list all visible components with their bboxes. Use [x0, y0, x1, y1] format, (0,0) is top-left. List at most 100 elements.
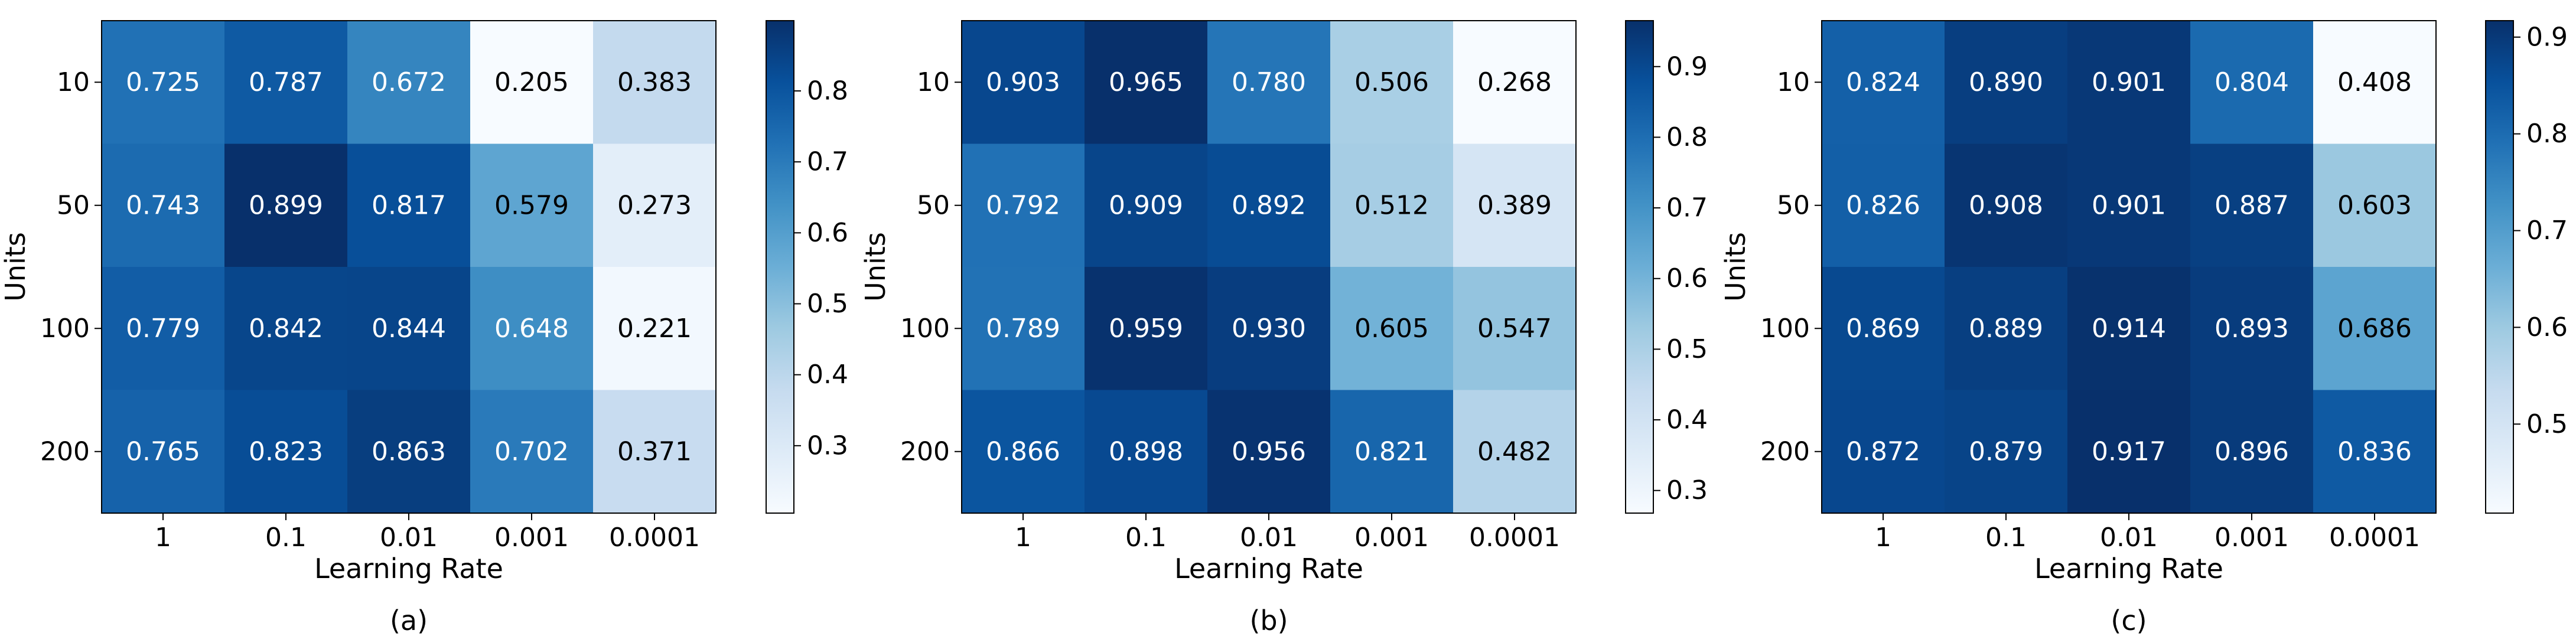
- cell-value-label: 0.787: [249, 67, 323, 97]
- panel-caption: (a): [390, 605, 428, 637]
- heatmap-cell: [1453, 390, 1577, 514]
- x-tick-label: 0.0001: [609, 523, 700, 553]
- cell-value-label: 0.648: [494, 314, 569, 344]
- heatmap-panel: 0.903 0.965 0.780 0.506 0.268 0.792 0.909 0.892…: [859, 20, 1708, 637]
- cell-value-label: 0.889: [1969, 314, 2043, 344]
- y-axis-label: Units: [1719, 232, 1751, 302]
- heatmap-cell: [1085, 21, 1208, 145]
- colorbar-tick-label: 0.7: [1666, 193, 1708, 223]
- colorbar-tick-label: 0.9: [2526, 22, 2568, 52]
- heatmap-cell: [593, 390, 717, 514]
- heatmap-cell: [102, 390, 225, 514]
- x-tick-label: 0.001: [2214, 523, 2289, 553]
- colorbar-frame: [1625, 20, 1654, 514]
- cell-value-label: 0.908: [1969, 190, 2043, 220]
- cell-value-label: 0.898: [1109, 436, 1183, 466]
- y-tick-label: 200: [1760, 436, 1810, 466]
- cell-value-label: 0.383: [617, 67, 692, 97]
- colorbar-gradient: [2486, 21, 2513, 513]
- heatmap-cell: [470, 267, 594, 391]
- colorbar-tick-label: 0.5: [1666, 334, 1708, 364]
- x-axis-label: Learning Rate: [314, 553, 503, 585]
- heatmap-cell: [1945, 21, 2068, 145]
- heatmap-cell: [1822, 390, 1945, 514]
- colorbar-tick-label: 0.3: [807, 430, 848, 461]
- cell-value-label: 0.512: [1354, 190, 1429, 220]
- colorbar-tick-label: 0.8: [1666, 122, 1708, 152]
- heatmap-cell: [1330, 21, 1454, 145]
- panel-caption: (c): [2111, 605, 2147, 637]
- cell-value-label: 0.890: [1969, 67, 2043, 97]
- heatmap-cell: [224, 21, 348, 145]
- heatmap-cell: [1207, 390, 1331, 514]
- y-tick-label: 10: [57, 67, 90, 97]
- colorbar-tick-label: 0.6: [1666, 263, 1708, 293]
- cell-value-label: 0.826: [1846, 190, 1920, 220]
- heatmap-cell: [2313, 267, 2437, 391]
- y-tick-label: 100: [40, 314, 90, 344]
- heatmap-cell: [1085, 267, 1208, 391]
- cell-value-label: 0.909: [1109, 190, 1183, 220]
- cell-value-label: 0.914: [2092, 314, 2166, 344]
- colorbar-tick-label: 0.3: [1666, 475, 1708, 505]
- colorbar-gradient: [766, 21, 794, 513]
- y-tick-label: 100: [1760, 314, 1810, 344]
- heatmap-cell: [962, 143, 1085, 267]
- x-tick-label: 0.001: [494, 523, 569, 553]
- heatmap-cell: [593, 143, 717, 267]
- heatmap-cell: [1330, 390, 1454, 514]
- x-tick-label: 0.01: [1240, 523, 1298, 553]
- heatmap-cell: [2313, 21, 2437, 145]
- y-tick-label: 50: [1777, 190, 1810, 220]
- heatmap-cell: [470, 143, 594, 267]
- colorbar-tick-label: 0.7: [807, 147, 848, 177]
- y-tick-label: 50: [57, 190, 90, 220]
- x-axis-label: Learning Rate: [1174, 553, 1363, 585]
- heatmap-cell: [1822, 21, 1945, 145]
- heatmap-cell: [347, 267, 471, 391]
- cell-value-label: 0.956: [1232, 436, 1306, 466]
- cell-value-label: 0.205: [494, 67, 569, 97]
- heatmap-cell: [224, 390, 348, 514]
- y-tick-label: 200: [900, 436, 950, 466]
- cell-value-label: 0.804: [2214, 67, 2289, 97]
- heatmap-cell: [2313, 143, 2437, 267]
- heatmap-cell: [1945, 143, 2068, 267]
- cell-value-label: 0.893: [2214, 314, 2289, 344]
- colorbar-tick-label: 0.7: [2526, 216, 2568, 246]
- x-tick-label: 0.01: [380, 523, 438, 553]
- cell-value-label: 0.221: [617, 314, 692, 344]
- cell-value-label: 0.408: [2337, 67, 2412, 97]
- cell-value-label: 0.903: [986, 67, 1060, 97]
- x-tick-label: 0.01: [2100, 523, 2158, 553]
- cell-value-label: 0.863: [372, 436, 446, 466]
- cell-value-label: 0.824: [1846, 67, 1920, 97]
- cell-value-label: 0.899: [249, 190, 323, 220]
- heatmap-cell: [470, 390, 594, 514]
- cell-value-label: 0.702: [494, 436, 569, 466]
- y-tick-label: 10: [1777, 67, 1810, 97]
- y-tick-label: 50: [917, 190, 950, 220]
- cell-value-label: 0.965: [1109, 67, 1183, 97]
- cell-value-label: 0.821: [1354, 436, 1429, 466]
- heatmap-cell: [1207, 267, 1331, 391]
- heatmap-cell: [1330, 143, 1454, 267]
- heatmap-cell: [2190, 390, 2314, 514]
- x-tick-label: 1: [155, 523, 171, 553]
- cell-value-label: 0.371: [617, 436, 692, 466]
- cell-value-label: 0.506: [1354, 67, 1429, 97]
- heatmap-cell: [347, 143, 471, 267]
- cell-value-label: 0.672: [372, 67, 446, 97]
- heatmap-cell: [2067, 390, 2191, 514]
- y-tick-label: 100: [900, 314, 950, 344]
- cell-value-label: 0.930: [1232, 314, 1306, 344]
- heatmap-cell: [347, 390, 471, 514]
- cell-value-label: 0.901: [2092, 67, 2166, 97]
- heatmap-cell: [102, 143, 225, 267]
- cell-value-label: 0.872: [1846, 436, 1920, 466]
- heatmap-cell: [2313, 390, 2437, 514]
- heatmap-cell: [2067, 21, 2191, 145]
- cell-value-label: 0.792: [986, 190, 1060, 220]
- cell-value-label: 0.603: [2337, 190, 2412, 220]
